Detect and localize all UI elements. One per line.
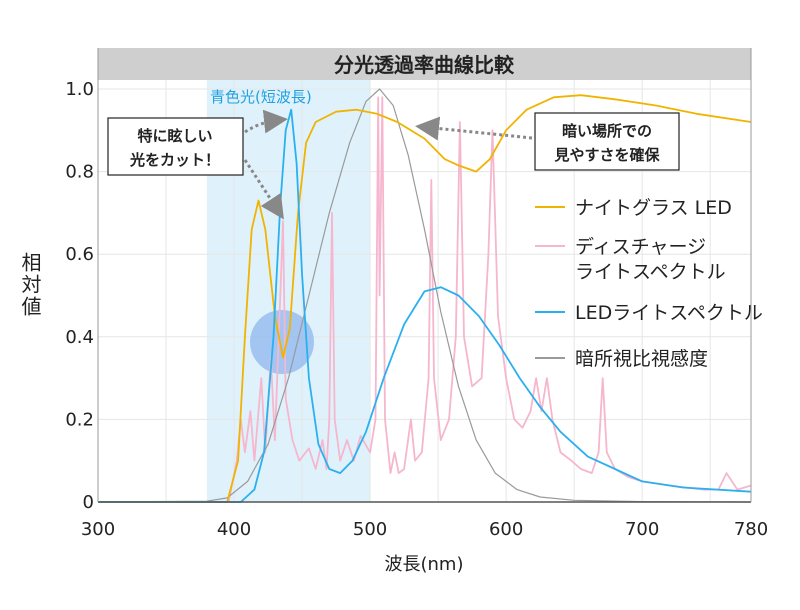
legend-label: LEDライトスペクトル bbox=[575, 302, 763, 324]
annotation-visibility: 暗い場所での 見やすさを確保 bbox=[534, 112, 680, 171]
y-tick-label: 0 bbox=[83, 492, 94, 513]
series-line-1 bbox=[227, 96, 752, 503]
annotation-glare-line-1: 特に眩しい bbox=[137, 127, 212, 145]
x-tick-label: 400 bbox=[217, 519, 251, 540]
y-axis-label: 相対値 bbox=[18, 252, 42, 318]
annotation-visibility-line-2: 見やすさを確保 bbox=[553, 146, 660, 164]
x-tick-label: 600 bbox=[489, 519, 523, 540]
legend-label: ナイトグラス LED bbox=[575, 197, 732, 219]
y-tick-label: 0.6 bbox=[65, 244, 94, 265]
arrow-to-blue-peak bbox=[244, 109, 288, 134]
y-tick-label: 0.2 bbox=[65, 409, 94, 430]
x-tick-label: 500 bbox=[353, 519, 387, 540]
annotation-visibility-line-1: 暗い場所での bbox=[562, 122, 652, 140]
arrow-to-pink-peak bbox=[243, 159, 284, 220]
title-bar bbox=[98, 48, 751, 80]
ticks: 300 400 500 600 700 780 0 0.2 0.4 0.6 0.8 1.0 bbox=[65, 79, 768, 540]
highlight-circle bbox=[250, 310, 314, 374]
band-label: 青色光(短波長) bbox=[210, 88, 312, 106]
legend: ナイトグラス LED ディスチャージライトスペクトル LEDライトスペクトル暗所視比… bbox=[535, 197, 763, 370]
x-tick-label: 780 bbox=[734, 519, 768, 540]
y-tick-label: 1.0 bbox=[65, 79, 94, 100]
x-tick-label: 300 bbox=[81, 519, 115, 540]
annotation-glare: 特に眩しい 光をカット！ bbox=[107, 117, 244, 176]
y-tick-label: 0.4 bbox=[65, 327, 94, 348]
series-line-0 bbox=[98, 94, 752, 503]
legend-label: ディスチャージライトスペクトル bbox=[575, 236, 726, 283]
x-axis-label: 波長(nm) bbox=[385, 554, 464, 575]
legend-label: 暗所視比視感度 bbox=[575, 348, 708, 370]
y-tick-label: 0.8 bbox=[65, 162, 94, 183]
x-tick-label: 700 bbox=[625, 519, 659, 540]
series-line-3 bbox=[97, 88, 752, 503]
chart-title: 分光透過率曲線比較 bbox=[334, 53, 515, 77]
arrow-to-orange-dip bbox=[415, 116, 533, 141]
annotation-glare-line-2: 光をカット！ bbox=[129, 151, 220, 169]
